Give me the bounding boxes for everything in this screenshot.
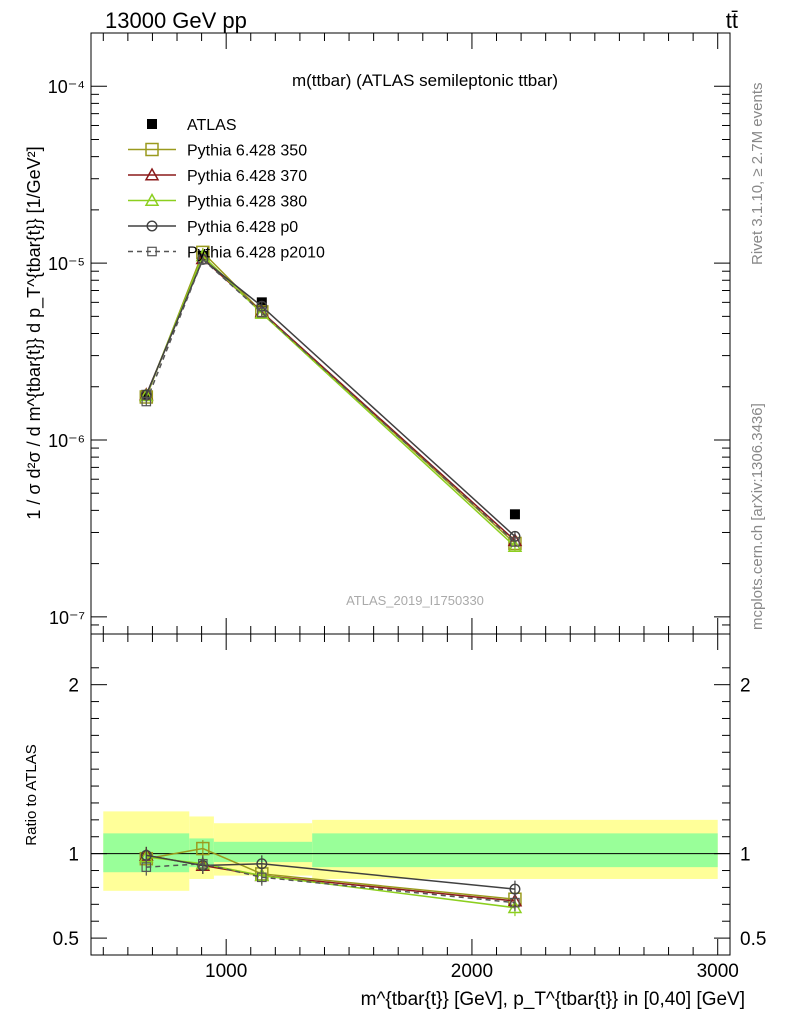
data-marker xyxy=(257,307,267,318)
bottom-chart: 0.5 0.5 1 1 2 2 1000 2000 3000 Ratio to ATLAS m^… xyxy=(23,633,766,1010)
y-tick-label: 2 xyxy=(68,676,79,697)
y-tick-label-right: 0.5 xyxy=(740,929,766,950)
legend-item: Pythia 6.428 p0 xyxy=(128,219,298,236)
legend-label: Pythia 6.428 350 xyxy=(187,143,307,160)
series-pythia-6-428-350 xyxy=(139,245,522,551)
y-tick-label: 10⁻⁵ xyxy=(48,254,85,274)
legend-item: Pythia 6.428 370 xyxy=(128,167,307,185)
series-pythia-6-428-380 xyxy=(139,248,523,553)
series-line xyxy=(145,257,516,542)
bottom-plot-frame xyxy=(90,633,731,956)
series-pythia-6-428-p2010 xyxy=(141,254,520,547)
series-line xyxy=(145,254,516,548)
data-marker xyxy=(257,872,267,883)
data-marker xyxy=(147,119,157,129)
y-tick-label: 10⁻⁷ xyxy=(49,608,85,628)
y-tick-label: 1 xyxy=(68,845,79,866)
data-marker xyxy=(256,858,268,870)
top-chart: 10⁻⁷ 10⁻⁶ 10⁻⁵ 10⁻⁴ m(ttbar) (ATLAS semilep… xyxy=(24,32,731,635)
y-tick-label-right: 2 xyxy=(740,676,751,697)
series-pythia-6-428-370 xyxy=(139,251,523,547)
data-marker xyxy=(141,862,152,872)
y-tick-label: 10⁻⁴ xyxy=(48,77,85,97)
legend: ATLAS Pythia 6.428 350 Pythia 6.428 370 Pyt… xyxy=(128,117,325,262)
legend-label: Pythia 6.428 380 xyxy=(187,194,307,211)
data-marker xyxy=(254,305,270,319)
data-marker xyxy=(510,897,520,908)
series-line xyxy=(145,258,516,537)
legend-item: Pythia 6.428 p2010 xyxy=(128,245,325,262)
x-axis-label: m^{tbar{t}} [GeV], p_T^{tbar{t}} in [0,4… xyxy=(361,989,745,1010)
watermark: ATLAS_2019_I1750330 xyxy=(346,593,484,608)
rivet-label: Rivet 3.1.10, ≥ 2.7M events xyxy=(749,83,766,266)
data-marker xyxy=(147,246,157,257)
series-atlas xyxy=(141,250,520,520)
data-marker xyxy=(198,254,208,265)
data-marker xyxy=(509,509,520,520)
ratio-line xyxy=(146,854,516,890)
data-marker xyxy=(146,220,158,232)
series-line xyxy=(145,258,516,543)
series-line xyxy=(145,251,516,545)
top-y-axis-label: 1 / σ d²σ / d m^{tbar{t}} d p_T^{tbar{t}… xyxy=(24,146,45,519)
legend-item: Pythia 6.428 380 xyxy=(128,192,307,211)
x-tick-label: 2000 xyxy=(451,961,493,982)
bottom-data-layer xyxy=(139,840,523,917)
legend-label: Pythia 6.428 370 xyxy=(187,168,307,185)
bottom-axis-ticks: 0.5 0.5 1 1 2 2 1000 2000 3000 xyxy=(53,634,766,982)
header-left: 13000 GeV pp xyxy=(105,8,247,33)
x-tick-label: 1000 xyxy=(205,961,247,982)
header-right: tt̄ xyxy=(726,8,738,33)
x-tick-label: 3000 xyxy=(697,961,739,982)
data-marker xyxy=(509,883,521,895)
y-tick-label: 10⁻⁶ xyxy=(48,431,85,451)
legend-label: Pythia 6.428 p2010 xyxy=(187,245,325,262)
data-marker xyxy=(196,841,210,856)
ratio-line xyxy=(146,863,516,904)
stat-uncertainty-band xyxy=(213,841,313,863)
y-tick-label: 0.5 xyxy=(53,929,79,950)
data-marker xyxy=(510,537,520,547)
mcplots-label: mcplots.cern.ch [arXiv:1306.3436] xyxy=(749,403,766,630)
stat-uncertainty-band xyxy=(312,833,718,868)
data-marker xyxy=(144,192,160,207)
top-axis-ticks: 10⁻⁷ 10⁻⁶ 10⁻⁵ 10⁻⁴ xyxy=(48,32,730,635)
bottom-y-axis-label: Ratio to ATLAS xyxy=(23,744,40,845)
ratio-uncertainty-bands xyxy=(103,811,718,891)
y-tick-label-right: 1 xyxy=(740,845,751,866)
legend-label: ATLAS xyxy=(187,117,237,134)
ratio-line xyxy=(146,847,516,900)
legend-item: ATLAS xyxy=(147,117,237,134)
top-chart-title: m(ttbar) (ATLAS semileptonic ttbar) xyxy=(292,71,558,90)
legend-item: Pythia 6.428 350 xyxy=(128,143,307,160)
ratio-series-pythia-6-428-p2010 xyxy=(141,855,520,912)
data-marker xyxy=(144,167,160,181)
data-marker xyxy=(141,396,152,407)
legend-label: Pythia 6.428 p0 xyxy=(187,219,298,236)
data-marker xyxy=(145,142,159,157)
top-data-layer xyxy=(139,245,523,553)
data-marker xyxy=(198,858,208,869)
